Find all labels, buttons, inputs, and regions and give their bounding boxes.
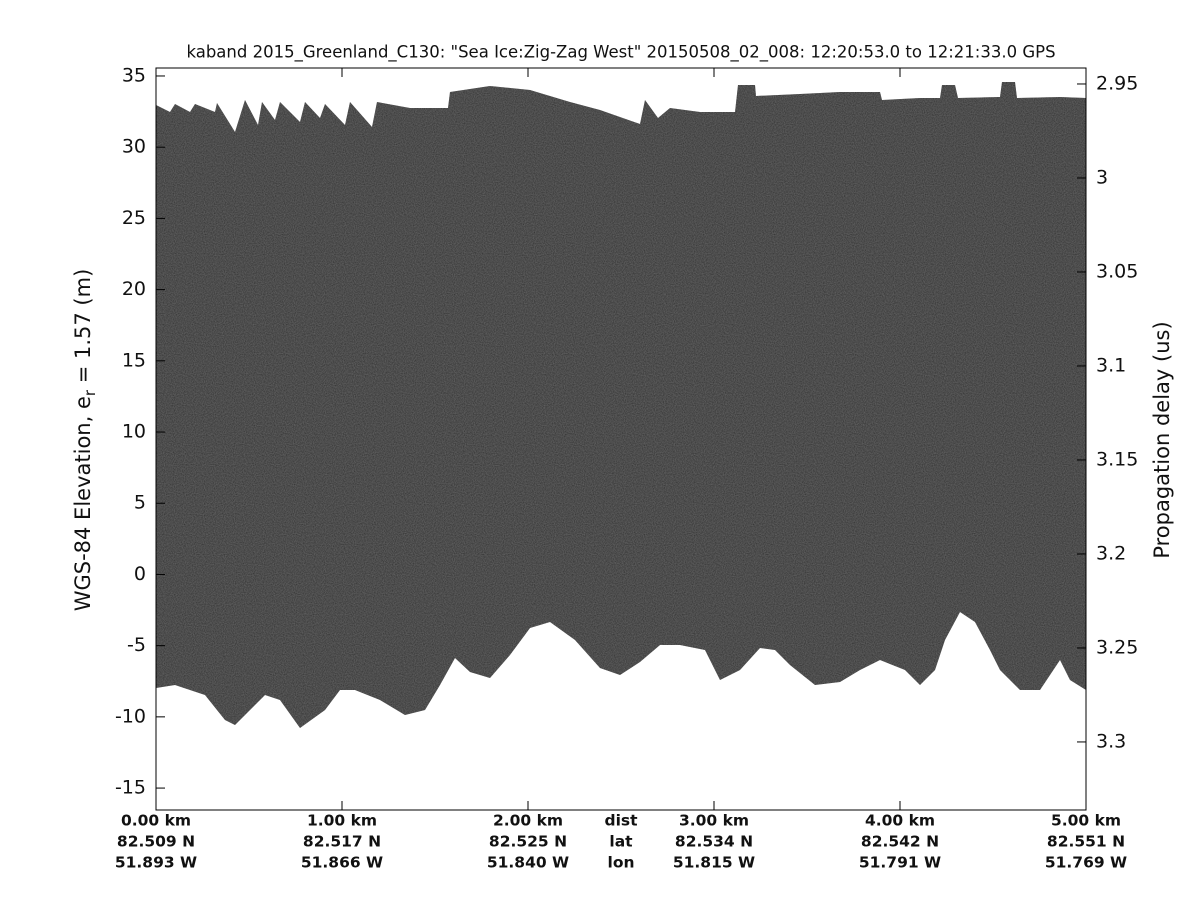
lat-label: 82.509 N bbox=[117, 833, 195, 851]
lat-label: 82.551 N bbox=[1047, 833, 1125, 851]
y-tick-label: 15 bbox=[122, 349, 146, 371]
y-label-sub: r bbox=[81, 389, 99, 396]
lat-label: 82.534 N bbox=[675, 833, 753, 851]
lon-label: 51.769 W bbox=[1045, 854, 1127, 872]
y-tick-label: 5 bbox=[134, 492, 146, 514]
lon-label: 51.791 W bbox=[859, 854, 941, 872]
chart-title: kaband 2015_Greenland_C130: "Sea Ice:Zig… bbox=[186, 43, 1055, 63]
y-tick-label: 10 bbox=[122, 421, 146, 443]
x-tick-label: 0.00 km bbox=[121, 812, 191, 830]
x-tick-label: 1.00 km bbox=[307, 812, 377, 830]
x-tick-label: 4.00 km bbox=[865, 812, 935, 830]
lon-label: 51.866 W bbox=[301, 854, 383, 872]
y-tick-label: -10 bbox=[115, 705, 146, 727]
lat-label: 82.525 N bbox=[489, 833, 567, 851]
row-label: lat bbox=[609, 833, 633, 851]
x-tick-label: 3.00 km bbox=[679, 812, 749, 830]
plot-frame bbox=[155, 67, 1087, 811]
y-tick-label: 25 bbox=[122, 207, 146, 229]
y2-tick-label: 3.3 bbox=[1096, 730, 1126, 752]
y-tick-label: 20 bbox=[122, 278, 146, 300]
echogram bbox=[156, 82, 1086, 728]
lat-label: 82.542 N bbox=[861, 833, 939, 851]
y2-tick-label: 3 bbox=[1096, 166, 1108, 188]
y2-axis-label: Propagation delay (us) bbox=[1150, 321, 1174, 558]
y-tick-label: 0 bbox=[134, 563, 146, 585]
y2-tick-label: 3.2 bbox=[1096, 542, 1126, 564]
lon-label: 51.840 W bbox=[487, 854, 569, 872]
y-tick-label: 30 bbox=[122, 136, 146, 158]
y2-tick-label: 3.05 bbox=[1096, 260, 1138, 282]
y2-tick-label: 2.95 bbox=[1096, 72, 1138, 94]
y-tick-label: 35 bbox=[122, 64, 146, 86]
y2-tick-label: 3.25 bbox=[1096, 636, 1138, 658]
y2-tick-label: 3.1 bbox=[1096, 354, 1126, 376]
x-tick-label: 2.00 km bbox=[493, 812, 563, 830]
y-label-main: WGS-84 Elevation, e bbox=[71, 396, 95, 611]
row-label: dist bbox=[604, 812, 638, 830]
y2-tick-label: 3.15 bbox=[1096, 448, 1138, 470]
row-label: lon bbox=[608, 854, 635, 872]
lat-label: 82.517 N bbox=[303, 833, 381, 851]
y-label-suffix: = 1.57 (m) bbox=[71, 269, 95, 390]
x-tick-label: 5.00 km bbox=[1051, 812, 1121, 830]
y-tick-label: -15 bbox=[115, 777, 146, 799]
y-axis-label: WGS-84 Elevation, er = 1.57 (m) bbox=[71, 269, 99, 612]
y-tick-label: -5 bbox=[127, 634, 146, 656]
lon-label: 51.815 W bbox=[673, 854, 755, 872]
lon-label: 51.893 W bbox=[115, 854, 197, 872]
